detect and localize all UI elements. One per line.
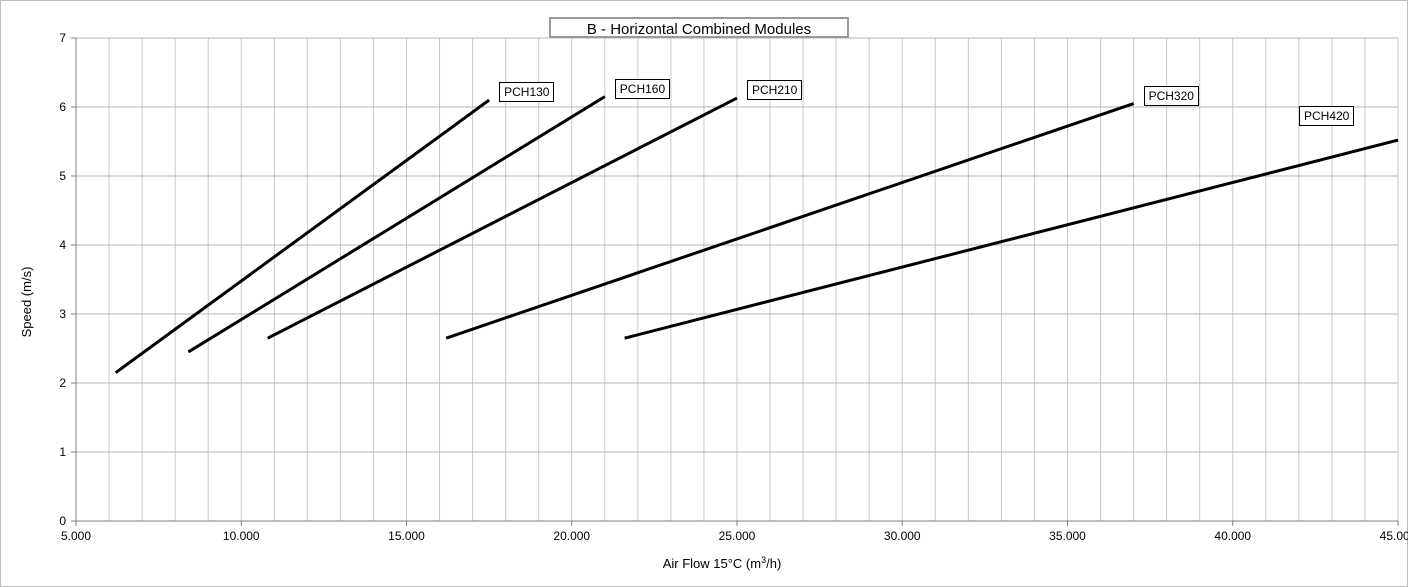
x-tick-label: 40.000 xyxy=(1214,529,1251,543)
axis-layer: 0 1 2 3 4 5 6 7 5.000 10.000 15.000 20.000 25.000 30.… xyxy=(59,31,1408,543)
series-label-pch130: PCH130 xyxy=(499,82,555,103)
x-axis-label: Air Flow 15°C (m3/h) xyxy=(663,555,782,571)
y-tick-label: 2 xyxy=(59,376,66,390)
series-label-pch160: PCH160 xyxy=(614,78,671,99)
y-tick-label: 0 xyxy=(59,514,66,528)
y-axis-label: Speed (m/s) xyxy=(19,267,34,338)
series-line-pch320 xyxy=(445,102,1135,340)
series-layer xyxy=(114,95,1399,374)
series-line-pch420 xyxy=(624,138,1399,340)
x-tick-label: 5.000 xyxy=(61,529,91,543)
y-tick-label: 7 xyxy=(59,31,66,45)
x-tick-label: 10.000 xyxy=(223,529,260,543)
axis-label-layer: Speed (m/s) Air Flow 15°C (m3/h) xyxy=(19,267,781,571)
x-tick-label: 45.000 xyxy=(1380,529,1408,543)
x-tick-label: 15.000 xyxy=(388,529,425,543)
y-tick-label: 1 xyxy=(59,445,66,459)
x-tick-label: 25.000 xyxy=(719,529,756,543)
grid-layer xyxy=(75,37,1399,522)
series-label-pch210: PCH210 xyxy=(747,80,803,101)
chart-title: B - Horizontal Combined Modules xyxy=(549,17,849,38)
series-line-pch160 xyxy=(187,95,606,354)
x-tick-label: 35.000 xyxy=(1049,529,1086,543)
y-tick-label: 5 xyxy=(59,169,66,183)
y-tick-label: 4 xyxy=(59,238,66,252)
x-tick-label: 20.000 xyxy=(553,529,590,543)
y-tick-label: 6 xyxy=(59,100,66,114)
series-label-pch420: PCH420 xyxy=(1299,106,1355,127)
series-line-pch130 xyxy=(114,98,491,374)
series-label-pch320: PCH320 xyxy=(1143,85,1199,106)
x-tick-label: 30.000 xyxy=(884,529,921,543)
y-tick-label: 3 xyxy=(59,307,66,321)
series-line-pch210 xyxy=(267,96,738,340)
